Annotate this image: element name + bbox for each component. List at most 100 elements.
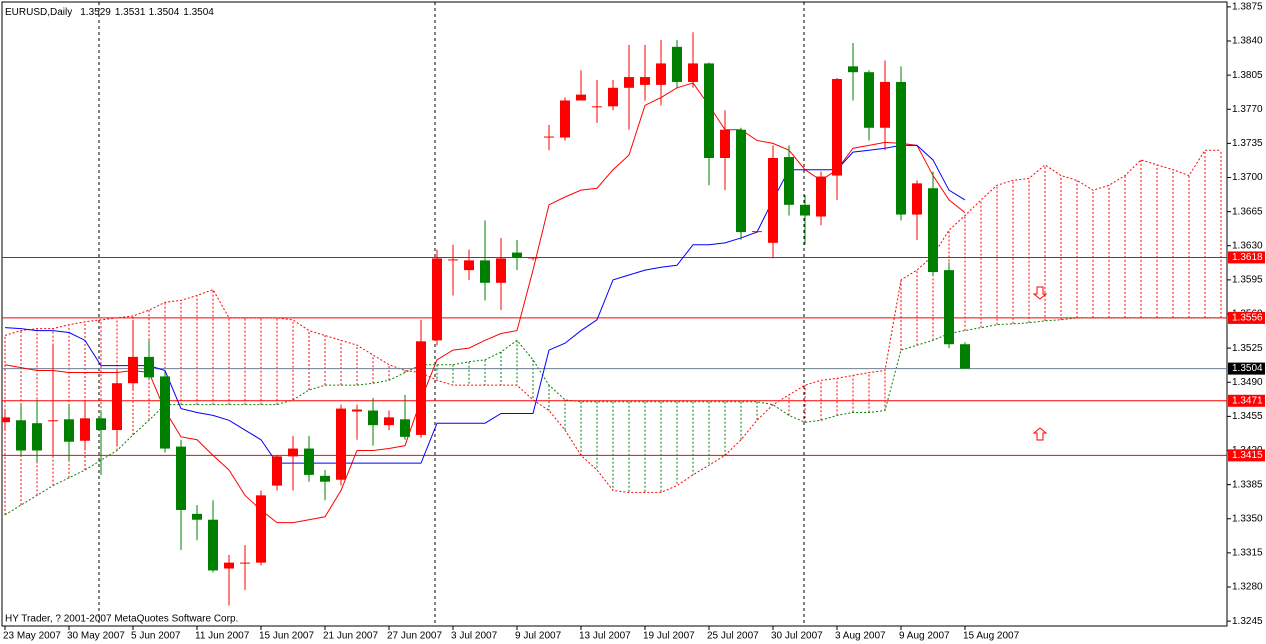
- candle-body: [448, 259, 458, 261]
- candle-body: [400, 419, 410, 437]
- y-tick-label: 1.3630: [1232, 240, 1263, 251]
- candle-body: [560, 100, 570, 138]
- x-tick-label: 13 Jul 2007: [579, 631, 631, 642]
- y-tick-label: 1.3245: [1232, 616, 1263, 627]
- candle-body: [880, 81, 890, 128]
- y-tick-label: 1.3735: [1232, 138, 1263, 149]
- plot: [2, 2, 1227, 626]
- level-label-box: [1228, 311, 1265, 324]
- candle-body: [144, 356, 154, 378]
- candle-body: [176, 446, 186, 510]
- candle-body: [688, 63, 698, 82]
- level-label-box: [1228, 251, 1265, 264]
- candle-body: [528, 257, 538, 259]
- y-tick-label: 1.3490: [1232, 377, 1263, 388]
- close-value: 1.3504: [183, 7, 214, 18]
- high-value: 1.3531: [115, 7, 146, 18]
- y-tick-label: 1.3770: [1232, 104, 1263, 115]
- y-tick-label: 1.3525: [1232, 343, 1263, 354]
- candle-body: [640, 77, 650, 85]
- y-tick-label: 1.3875: [1232, 2, 1263, 13]
- candle-body: [928, 188, 938, 273]
- candle-body: [16, 420, 26, 451]
- candle-body: [96, 418, 106, 431]
- candle-body: [960, 344, 970, 369]
- level-label: 1.3618: [1232, 252, 1263, 263]
- candles: [2, 32, 970, 606]
- candle-body: [432, 258, 442, 341]
- candle-body: [736, 129, 746, 233]
- y-tick-label: 1.3350: [1232, 513, 1263, 524]
- x-tick-label: 25 Jul 2007: [707, 631, 759, 642]
- candle-body: [160, 376, 170, 449]
- x-tick-label: 27 Jun 2007: [387, 631, 442, 642]
- up-arrow: [1032, 427, 1048, 441]
- candle-body: [112, 383, 122, 431]
- x-tick-label: 5 Jun 2007: [131, 631, 181, 642]
- x-tick-label: 15 Jun 2007: [259, 631, 314, 642]
- y-tick-label: 1.3840: [1232, 36, 1263, 47]
- candle-body: [608, 87, 618, 107]
- candle-body: [384, 417, 394, 426]
- level-label: 1.3415: [1232, 450, 1263, 461]
- level-label: 1.3556: [1232, 313, 1263, 324]
- candle-body: [864, 72, 874, 128]
- candle-body: [80, 418, 90, 441]
- indicator-line: [4, 144, 966, 464]
- y-tick-label: 1.3385: [1232, 479, 1263, 490]
- cloud: [4, 149, 1222, 516]
- y-tick-label: 1.3805: [1232, 70, 1263, 81]
- candle-body: [64, 419, 74, 442]
- down-arrow: [1032, 286, 1048, 300]
- price-label: 1.3504: [1232, 363, 1263, 374]
- x-tick-label: 15 Aug 2007: [963, 631, 1020, 642]
- candle-body: [480, 260, 490, 283]
- candle-body: [944, 270, 954, 345]
- candle-body: [800, 204, 810, 216]
- low-value: 1.3504: [149, 7, 180, 18]
- y-tick-label: 1.3280: [1232, 582, 1263, 593]
- candle-body: [192, 513, 202, 520]
- y-tick-label: 1.3595: [1232, 275, 1263, 286]
- candle-body: [208, 519, 218, 571]
- candle-body: [816, 176, 826, 217]
- candle-body: [912, 183, 922, 215]
- candle-body: [704, 63, 714, 158]
- x-tick-label: 9 Jul 2007: [515, 631, 562, 642]
- y-tick-label: 1.3315: [1232, 548, 1263, 559]
- x-tick-label: 3 Jul 2007: [451, 631, 498, 642]
- candle-body: [224, 562, 234, 569]
- x-tick-label: 11 Jun 2007: [195, 631, 250, 642]
- candle-body: [896, 81, 906, 215]
- candle-body: [672, 46, 682, 82]
- candle-body: [832, 79, 842, 176]
- candle-body: [32, 423, 42, 451]
- candle-body: [2, 417, 10, 423]
- candle-body: [576, 94, 586, 101]
- level-label-box: [1228, 394, 1265, 407]
- candle-body: [752, 231, 762, 233]
- level-label: 1.3471: [1232, 395, 1263, 406]
- x-tick-label: 19 Jul 2007: [643, 631, 695, 642]
- candle-body: [352, 409, 362, 412]
- candle-body: [272, 456, 282, 486]
- candle-body: [848, 66, 858, 73]
- candle-body: [784, 157, 794, 205]
- candle-body: [48, 420, 58, 422]
- chart-header: EURUSD,Daily 1.3529 1.3531 1.3504 1.3504: [5, 7, 214, 18]
- candle-body: [464, 260, 474, 271]
- candle-body: [304, 448, 314, 475]
- x-tick-label: 30 May 2007: [67, 631, 125, 642]
- candle-body: [128, 356, 138, 384]
- candle-body: [288, 448, 298, 457]
- price-label-box: [1228, 362, 1265, 375]
- x-tick-label: 3 Aug 2007: [835, 631, 886, 642]
- candle-body: [320, 475, 330, 482]
- span-b: [4, 149, 1221, 493]
- candle-body: [768, 158, 778, 243]
- candle-body: [512, 252, 522, 258]
- level-label-box: [1228, 449, 1265, 462]
- candle-body: [240, 562, 250, 564]
- axes: 1.3875 1.3840 1.3805 1.3770 1.3735 1.3700 1.36…: [3, 2, 1265, 642]
